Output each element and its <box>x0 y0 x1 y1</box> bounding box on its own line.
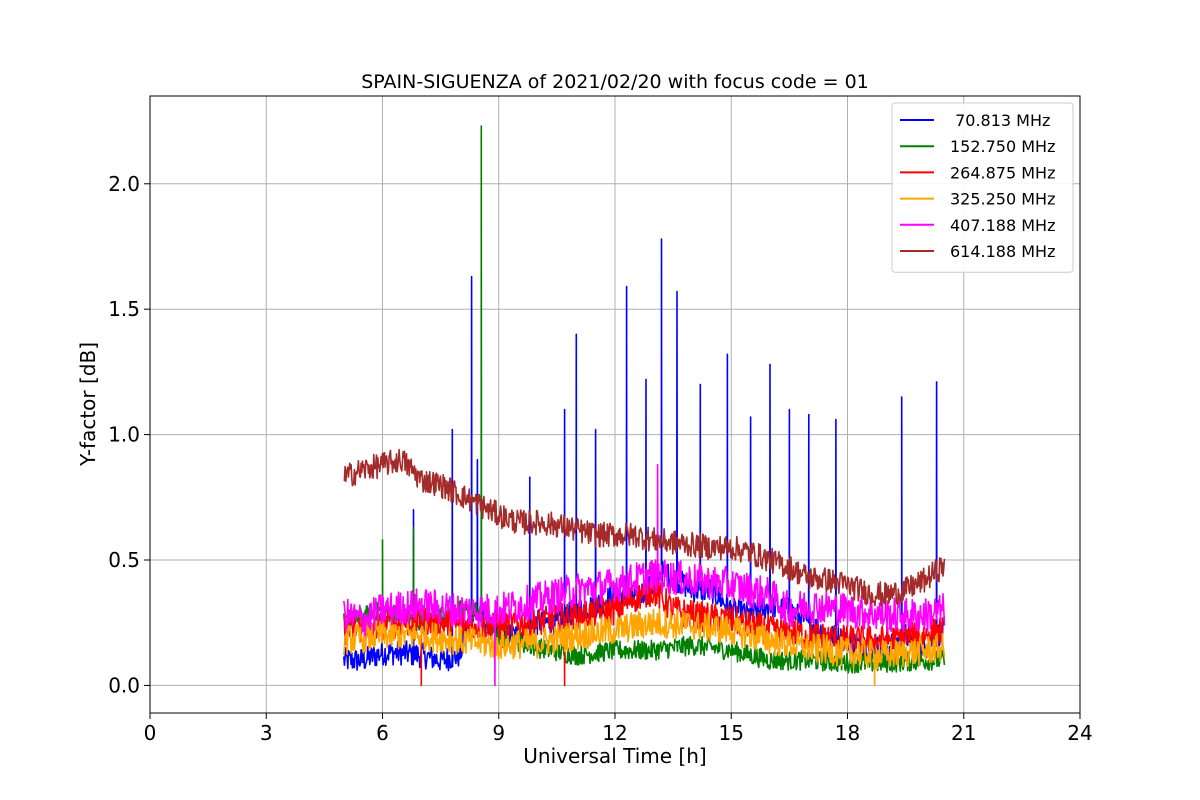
legend-label: 325.250 MHz <box>950 190 1055 209</box>
y-axis: 0.0 0.5 1.0 1.5 2.0 <box>108 172 150 697</box>
y-tick-label: 2.0 <box>108 172 140 196</box>
x-tick-label: 18 <box>835 721 860 745</box>
legend-box <box>891 102 1074 273</box>
series-line-3 <box>343 608 946 687</box>
y-tick-label: 1.0 <box>108 423 140 447</box>
x-axis-label: Universal Time [h] <box>523 744 706 768</box>
series-line-5 <box>343 448 946 607</box>
x-tick-label: 21 <box>951 721 976 745</box>
legend-label: 614.188 MHz <box>950 242 1055 261</box>
legend-label: 70.813 MHz <box>950 111 1050 130</box>
y-tick-label: 0.0 <box>108 673 140 697</box>
y-tick-label: 1.5 <box>108 297 140 321</box>
legend-label: 407.188 MHz <box>950 216 1055 235</box>
series-line-4 <box>343 463 946 687</box>
x-tick-label: 3 <box>260 721 273 745</box>
legend-label: 152.750 MHz <box>950 137 1055 156</box>
legend: 70.813 MHz 152.750 MHz 264.875 MHz 325.250 … <box>891 102 1074 273</box>
series-line-2 <box>343 577 946 687</box>
x-tick-label: 0 <box>144 721 157 745</box>
legend-label: 264.875 MHz <box>950 163 1055 182</box>
chart-title: SPAIN-SIGUENZA of 2021/02/20 with focus … <box>361 71 869 93</box>
x-axis: 0 3 6 9 12 15 18 21 24 <box>144 713 1093 745</box>
x-tick-label: 12 <box>602 721 627 745</box>
x-tick-label: 6 <box>376 721 389 745</box>
y-tick-label: 0.5 <box>108 548 140 572</box>
x-tick-label: 24 <box>1067 721 1092 745</box>
x-tick-label: 15 <box>719 721 744 745</box>
series-layer <box>343 125 946 687</box>
x-tick-label: 9 <box>492 721 505 745</box>
y-axis-label: Y-factor [dB] <box>76 342 100 467</box>
